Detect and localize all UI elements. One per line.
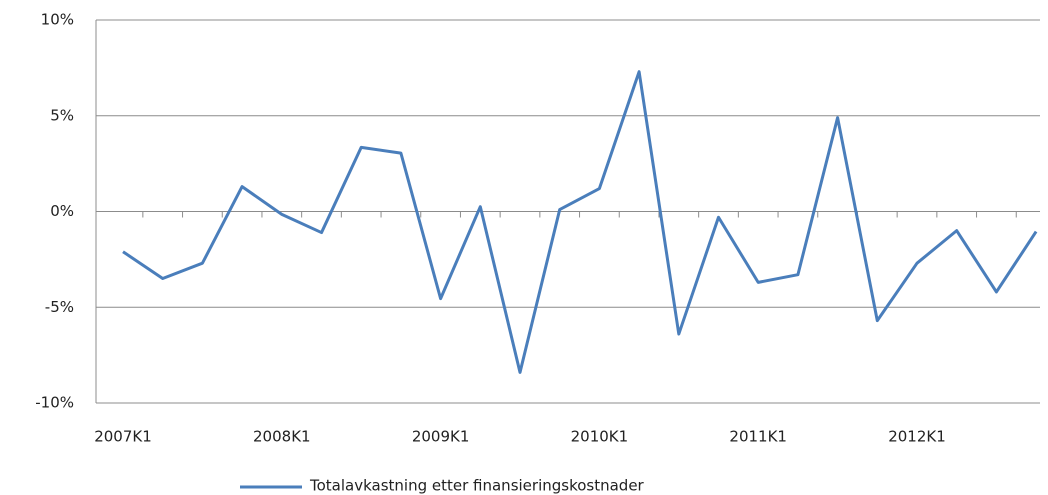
y-tick-label: 10% [41,11,74,29]
legend-label: Totalavkastning etter finansieringskostn… [309,477,645,495]
y-tick-label: -5% [45,298,74,316]
x-tick-label: 2012K1 [888,428,946,446]
y-tick-label: 5% [50,106,74,124]
x-tick-label: 2009K1 [412,428,470,446]
y-tick-label: -10% [35,394,74,412]
x-tick-label: 2008K1 [253,428,311,446]
x-tick-label: 2011K1 [729,428,787,446]
data-line [122,70,1038,374]
x-tick-label: 2010K1 [571,428,629,446]
x-tick-label: 2007K1 [94,428,152,446]
y-tick-label: 0% [50,202,74,220]
